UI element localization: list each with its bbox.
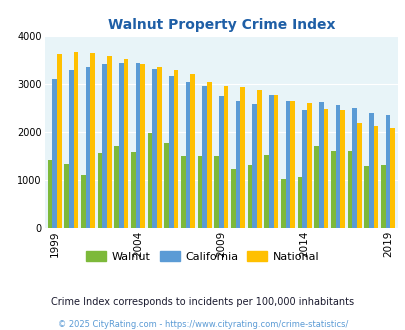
Bar (252, 104, 256, 228)
Bar (185, 82, 190, 228)
Bar (273, 95, 277, 228)
Bar (124, 59, 128, 228)
Bar (181, 156, 185, 228)
Bar (57, 54, 62, 228)
Bar (168, 77, 173, 228)
Bar (256, 90, 261, 228)
Bar (214, 156, 218, 228)
Bar (197, 156, 202, 228)
Bar (240, 87, 244, 228)
Bar (140, 64, 145, 228)
Bar (389, 128, 394, 228)
Bar (385, 115, 389, 228)
Bar (190, 74, 194, 228)
Bar (47, 160, 52, 228)
Bar (85, 67, 90, 228)
Bar (290, 101, 294, 228)
Bar (313, 147, 318, 228)
Bar (90, 52, 95, 228)
Bar (102, 64, 107, 228)
Bar (202, 86, 207, 228)
Bar (173, 70, 178, 228)
Legend: Walnut, California, National: Walnut, California, National (82, 247, 323, 267)
Bar (247, 165, 252, 228)
Bar (73, 51, 78, 228)
Bar (301, 110, 306, 228)
Bar (356, 123, 361, 228)
Bar (164, 143, 168, 228)
Bar (135, 63, 140, 228)
Bar (152, 69, 157, 228)
Bar (107, 56, 111, 228)
Bar (64, 164, 69, 228)
Bar (380, 165, 385, 228)
Bar (157, 67, 161, 228)
Bar (347, 151, 352, 228)
Bar (306, 103, 311, 228)
Bar (223, 85, 228, 228)
Bar (318, 102, 323, 228)
Bar (280, 180, 285, 228)
Bar (323, 109, 327, 228)
Bar (339, 110, 344, 228)
Text: © 2025 CityRating.com - https://www.cityrating.com/crime-statistics/: © 2025 CityRating.com - https://www.city… (58, 319, 347, 329)
Bar (297, 177, 301, 228)
Bar (264, 155, 268, 228)
Bar (69, 70, 73, 228)
Bar (373, 126, 377, 228)
Bar (285, 101, 290, 228)
Bar (218, 96, 223, 228)
Bar (268, 95, 273, 228)
Title: Walnut Property Crime Index: Walnut Property Crime Index (107, 18, 334, 32)
Bar (230, 169, 235, 228)
Bar (52, 80, 57, 228)
Bar (147, 133, 152, 228)
Bar (330, 151, 335, 228)
Bar (131, 152, 135, 228)
Bar (97, 152, 102, 228)
Bar (352, 108, 356, 228)
Bar (363, 166, 368, 228)
Bar (235, 101, 240, 228)
Bar (207, 82, 211, 228)
Text: Crime Index corresponds to incidents per 100,000 inhabitants: Crime Index corresponds to incidents per… (51, 297, 354, 307)
Bar (335, 105, 339, 228)
Bar (81, 175, 85, 228)
Bar (114, 147, 119, 228)
Bar (119, 63, 124, 228)
Bar (368, 113, 373, 228)
